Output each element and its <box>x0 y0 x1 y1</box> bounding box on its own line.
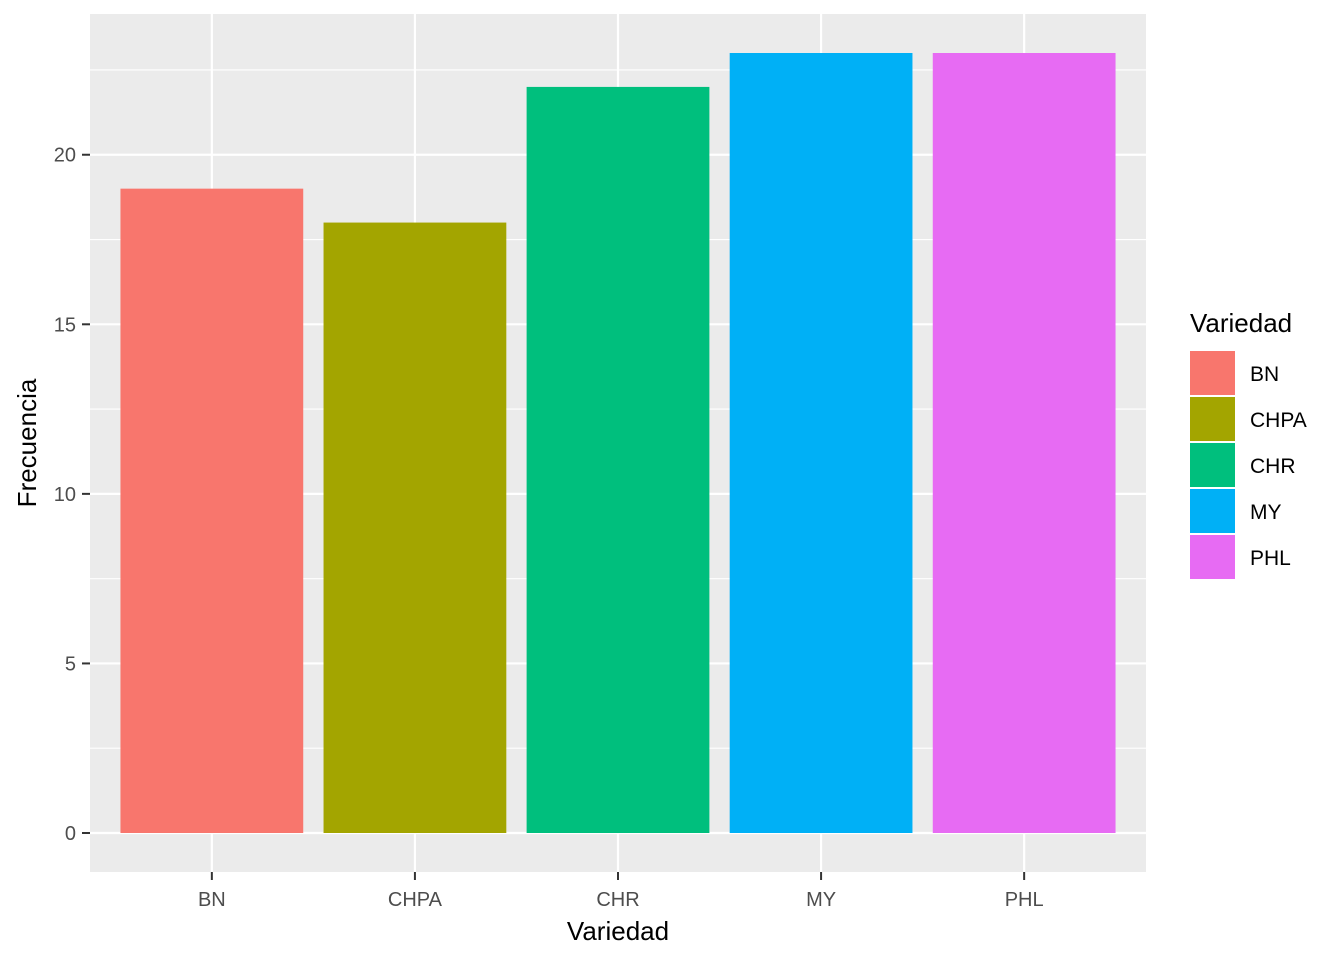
legend-label: PHL <box>1250 547 1291 570</box>
legend-label: BN <box>1250 363 1279 386</box>
x-tick-label: PHL <box>1005 889 1044 911</box>
y-tick-label: 5 <box>65 653 76 675</box>
legend-key-chr <box>1190 443 1235 487</box>
y-tick-label: 20 <box>54 145 76 167</box>
bar-bn <box>120 188 304 834</box>
legend-label: CHPA <box>1250 409 1307 432</box>
y-tick-label: 15 <box>54 314 76 336</box>
x-axis-title: Variedad <box>567 916 669 946</box>
legend-key-bn <box>1190 351 1235 395</box>
legend: Variedad BN CHPA CHR MY PHL <box>1190 308 1307 579</box>
bar-chpa <box>323 222 507 834</box>
legend-label: MY <box>1250 501 1282 524</box>
bar-phl <box>932 53 1116 833</box>
y-axis: 0 5 10 15 20 <box>54 145 90 845</box>
legend-title: Variedad <box>1190 308 1292 338</box>
legend-items: BN CHPA CHR MY PHL <box>1190 351 1307 579</box>
x-tick-label: CHR <box>596 889 639 911</box>
legend-key-phl <box>1190 535 1235 579</box>
x-tick-label: BN <box>198 889 226 911</box>
y-axis-title: Frecuencia <box>12 378 42 507</box>
legend-key-my <box>1190 489 1235 533</box>
y-tick-label: 0 <box>65 823 76 845</box>
x-tick-label: CHPA <box>388 889 443 911</box>
x-tick-label: MY <box>806 889 836 911</box>
y-tick-label: 10 <box>54 484 76 506</box>
legend-label: CHR <box>1250 455 1296 478</box>
x-axis: BN CHPA CHR MY PHL <box>198 872 1044 911</box>
bars <box>120 53 1116 834</box>
bar-my <box>729 53 913 833</box>
legend-key-chpa <box>1190 397 1235 441</box>
bar-chr <box>526 86 710 834</box>
